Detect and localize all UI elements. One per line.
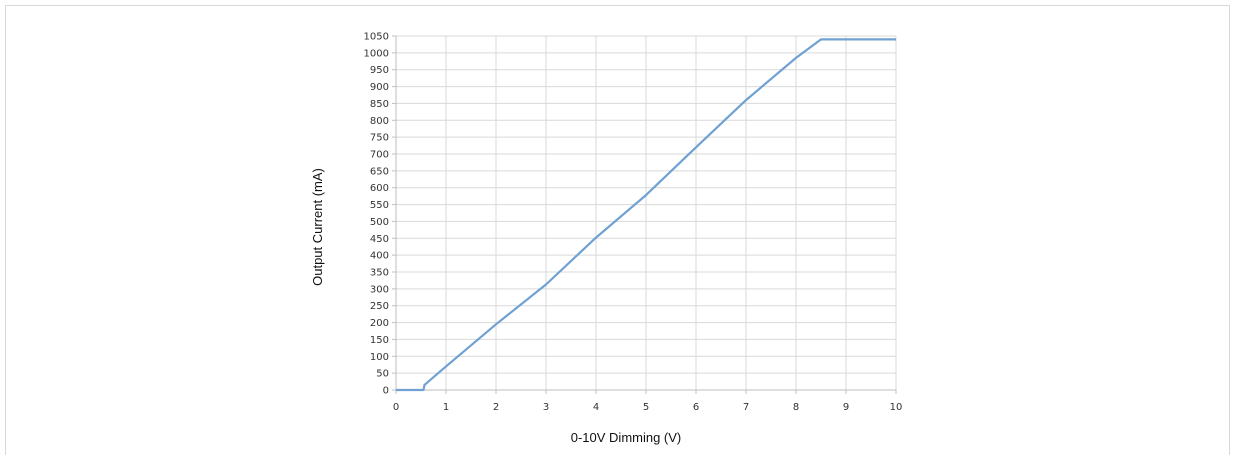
y-tick-label: 50 [376, 369, 389, 380]
y-tick-label: 400 [370, 251, 389, 262]
grid [395, 35, 897, 391]
y-tick-label: 800 [370, 116, 389, 127]
series-line [396, 38, 896, 392]
x-tick-label: 9 [843, 402, 849, 413]
y-tick-labels: 0 50 100 150 200 250 300 350 400 450 500 550 600 650 7… [364, 32, 389, 397]
y-tick-label: 500 [370, 217, 389, 228]
y-tick-label: 1000 [364, 48, 389, 59]
y-tick-label: 550 [370, 200, 389, 211]
y-tick-label: 250 [370, 301, 389, 312]
line-chart: 0501001502002503003504004505005506006507… [310, 32, 903, 446]
y-tick-label: 200 [370, 318, 389, 329]
y-tick-label: 0 [383, 386, 389, 397]
y-tick-label: 650 [370, 166, 389, 177]
x-tick-label: 5 [643, 402, 649, 413]
y-tick-label: 700 [370, 150, 389, 161]
y-tick-label: 100 [370, 352, 389, 363]
x-tick-label: 0 [393, 402, 399, 413]
x-tick-label: 10 [890, 402, 903, 413]
x-tick-label: 1 [443, 402, 449, 413]
y-tick-label: 850 [370, 99, 389, 110]
y-axis-label: Output Current (mA) [310, 168, 325, 286]
x-tick-label: 7 [743, 402, 749, 413]
y-tick-label: 750 [370, 133, 389, 144]
x-tick-label: 6 [693, 402, 699, 413]
y-tick-label: 950 [370, 65, 389, 76]
x-axis-label: 0-10V Dimming (V) [571, 430, 682, 445]
y-tick-label: 150 [370, 335, 389, 346]
y-tick-label: 900 [370, 82, 389, 93]
axes [392, 35, 897, 394]
x-tick-labels: 0 1 2 3 4 5 6 7 8 9 10 [393, 402, 903, 413]
y-tick-label: 350 [370, 268, 389, 279]
x-tick-label: 3 [543, 402, 549, 413]
chart-frame: 0 50 100 150 200 250 300 350 400 450 500 550 600 650 7… [5, 5, 1230, 455]
x-tick-label: 2 [493, 402, 499, 413]
y-tick-label: 300 [370, 284, 389, 295]
y-tick-label: 1050 [364, 32, 389, 43]
x-tick-label: 4 [593, 402, 599, 413]
y-tick-label: 450 [370, 234, 389, 245]
y-tick-label: 600 [370, 183, 389, 194]
x-tick-label: 8 [793, 402, 799, 413]
series-group [396, 38, 896, 392]
